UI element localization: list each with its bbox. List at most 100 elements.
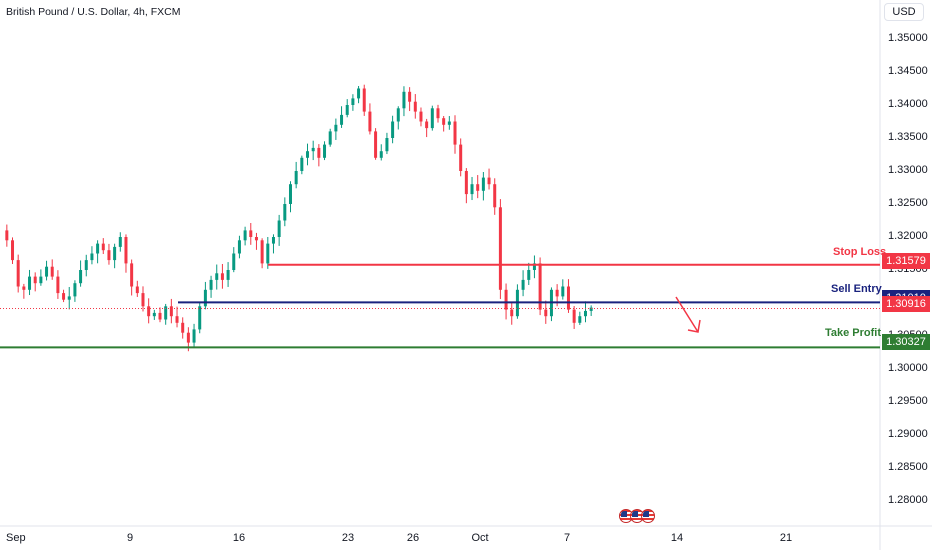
candle-body <box>572 309 576 323</box>
current-price-tag: 1.30916 <box>882 296 930 312</box>
candle-body <box>345 105 349 115</box>
candle-body <box>39 276 43 284</box>
candle-body <box>498 207 502 290</box>
candle-body <box>237 240 241 254</box>
candle-body <box>317 147 321 158</box>
candle-body <box>283 204 287 221</box>
candle-body <box>532 263 536 270</box>
candle-body <box>476 184 480 191</box>
x-tick-label: 7 <box>563 532 571 544</box>
candle-body <box>67 296 71 300</box>
take-profit-price-tag: 1.30327 <box>882 334 930 350</box>
candle-body <box>334 124 338 132</box>
us-flag-icon[interactable] <box>641 509 655 523</box>
candle-body <box>538 263 542 310</box>
currency-button[interactable]: USD <box>884 3 924 21</box>
y-tick-label: 1.30000 <box>888 362 928 374</box>
candle-body <box>419 111 423 122</box>
stop-loss-label: Stop Loss <box>833 246 887 258</box>
candle-body <box>396 108 400 122</box>
chart-title: British Pound / U.S. Dollar, 4h, FXCM <box>6 6 181 18</box>
candle-body <box>271 237 275 244</box>
candle-body <box>487 177 491 185</box>
candle-body <box>436 108 440 119</box>
candles-group <box>5 84 593 352</box>
candle-body <box>232 253 236 270</box>
candle-body <box>328 131 332 145</box>
candle-body <box>493 184 497 208</box>
candle-body <box>266 243 270 264</box>
candle-body <box>249 230 253 237</box>
candle-body <box>430 108 434 129</box>
candle-body <box>459 144 463 171</box>
candle-body <box>578 316 582 323</box>
candle-body <box>277 220 281 237</box>
candle-body <box>464 171 468 195</box>
y-tick-label: 1.32000 <box>888 230 928 242</box>
candle-body <box>147 306 151 317</box>
y-tick-label: 1.35000 <box>888 32 928 44</box>
candle-body <box>413 101 417 112</box>
candle-body <box>470 184 474 195</box>
candle-body <box>152 312 156 317</box>
candle-body <box>510 309 514 317</box>
candle-body <box>79 270 83 284</box>
candle-body <box>90 253 94 261</box>
candle-body <box>11 240 15 261</box>
candle-body <box>118 237 122 247</box>
candle-body <box>362 88 366 112</box>
candle-body <box>527 270 531 280</box>
candle-body <box>209 279 213 290</box>
candle-body <box>254 237 258 241</box>
candle-body <box>425 121 429 129</box>
candle-body <box>453 121 457 145</box>
event-flags[interactable] <box>619 509 655 523</box>
candle-body <box>288 184 292 204</box>
candle-body <box>391 121 395 138</box>
y-tick-label: 1.34500 <box>888 65 928 77</box>
candle-body <box>73 283 77 297</box>
candle-body <box>28 276 32 290</box>
plot-area[interactable] <box>0 0 880 526</box>
candle-body <box>141 293 145 307</box>
candle-body <box>175 316 179 323</box>
x-tick-label: 14 <box>670 532 684 544</box>
y-tick-label: 1.28000 <box>888 494 928 506</box>
candle-body <box>113 246 117 261</box>
candle-body <box>243 230 247 241</box>
y-tick-label: 1.33000 <box>888 164 928 176</box>
y-tick-label: 1.29000 <box>888 428 928 440</box>
candle-body <box>226 270 230 280</box>
candle-body <box>5 230 9 241</box>
arrow-down-icon <box>675 296 701 333</box>
take-profit-label: Take Profit <box>825 327 882 339</box>
candle-body <box>481 177 485 191</box>
candle-body <box>447 121 451 125</box>
y-tick-label: 1.28500 <box>888 461 928 473</box>
candle-body <box>96 243 100 254</box>
candle-body <box>220 273 224 280</box>
candle-body <box>351 98 355 105</box>
x-tick-label: 21 <box>779 532 793 544</box>
x-tick-label: 26 <box>406 532 420 544</box>
candle-body <box>311 147 315 152</box>
candle-body <box>33 276 37 284</box>
candle-body <box>135 286 139 294</box>
candle-body <box>215 273 219 280</box>
y-tick-label: 1.29500 <box>888 395 928 407</box>
candle-body <box>357 88 361 99</box>
x-tick-label: 9 <box>126 532 134 544</box>
candle-body <box>158 312 162 320</box>
candle-body <box>340 114 344 125</box>
candle-body <box>323 144 327 158</box>
candle-body <box>124 237 128 264</box>
candle-body <box>589 307 593 311</box>
candle-body <box>300 157 304 171</box>
candle-body <box>101 243 105 251</box>
candle-body <box>385 138 389 152</box>
candle-body <box>368 111 372 132</box>
candle-body <box>186 332 190 343</box>
candle-body <box>566 286 570 310</box>
x-tick-label: Sep <box>6 532 26 544</box>
